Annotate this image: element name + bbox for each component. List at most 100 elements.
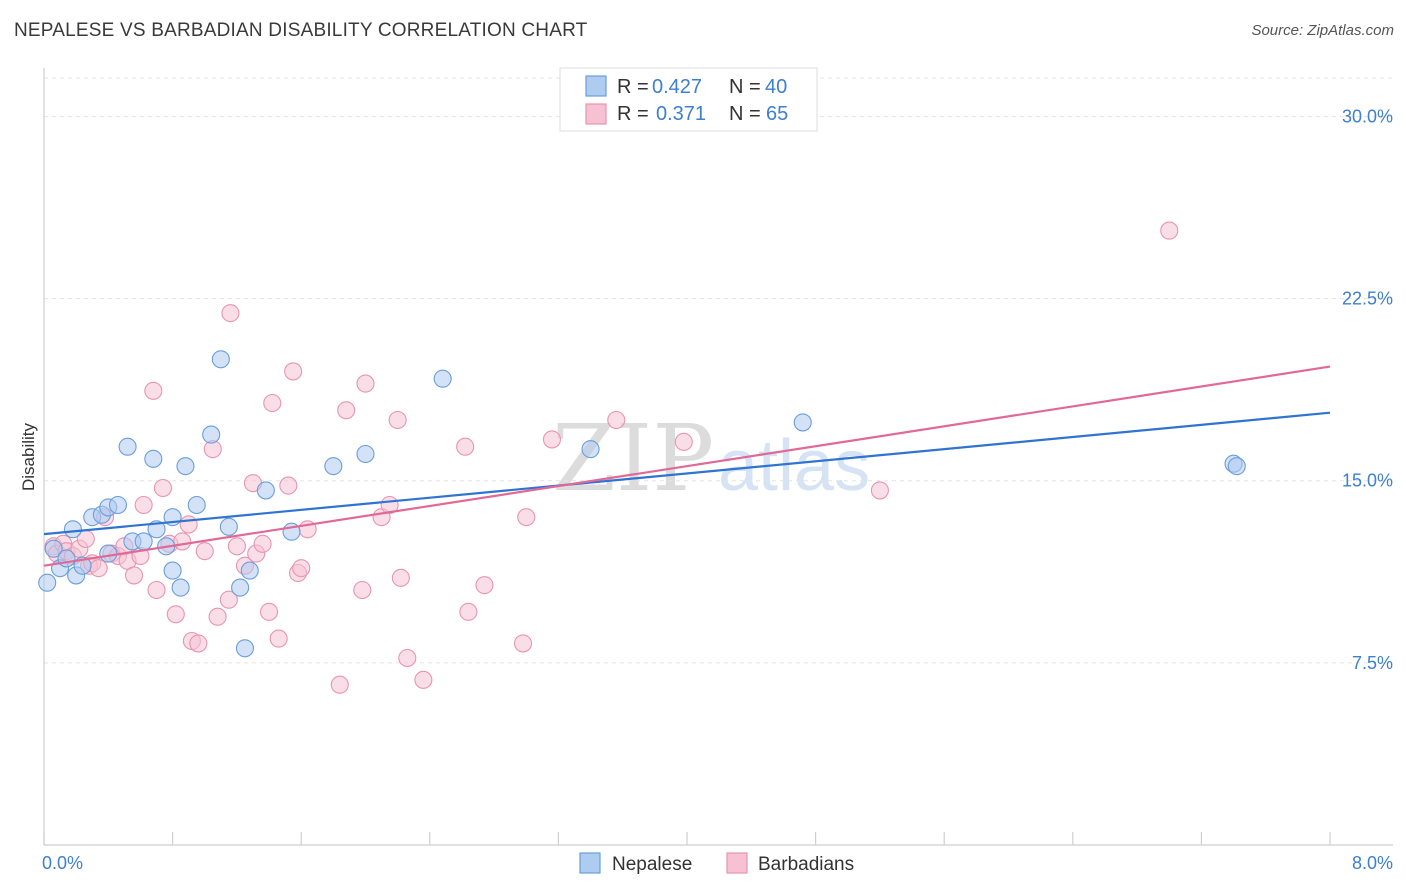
nepalese-point [356,444,375,464]
trendline-nepalese [43,411,1331,536]
barbadians-point [208,607,227,626]
nepalese-point [163,561,182,580]
barbadians-point [179,515,198,534]
y-tick-label: 22.5% [1342,289,1393,309]
nepalese-point [134,532,153,551]
nepalese-point [240,561,259,580]
nepalese-point [187,495,206,515]
barbadians-point [263,393,282,413]
barbadians-point [542,430,562,449]
nepalese-point [38,573,57,592]
barbadians-point [337,401,356,420]
barbadians-point [607,410,626,430]
barbadians-point [284,362,303,381]
nepalese-point [211,350,230,369]
chart-title: NEPALESE VS BARBADIAN DISABILITY CORRELA… [14,20,588,41]
x-tick-label-min: 0.0% [42,853,83,873]
barbadians-point [674,432,693,451]
barbadians-point [356,374,375,393]
legend-r-value-barbadians: 0.371 [656,103,706,125]
legend-n-label-nepalese: N = [729,76,761,98]
barbadians-point [166,605,185,624]
barbadians-point [221,304,240,323]
barbadians-point [259,602,279,621]
barbadians-point [147,580,166,600]
legend-r-value-nepalese: 0.427 [652,76,702,98]
legend-n-label-barbadians: N = [729,103,761,125]
barbadians-point [475,576,494,595]
series-nepalese-points [38,350,1246,658]
nepalese-point [433,369,452,388]
barbadians-point [398,648,417,668]
axes [43,68,1393,846]
barbadians-point [269,629,288,648]
nepalese-point [57,549,76,568]
nepalese-point [793,413,812,432]
barbadians-point [517,508,536,527]
nepalese-point [99,544,118,563]
series-legend: Nepalese Barbadians [579,852,854,875]
barbadians-point [253,534,272,553]
source-label: Source: ZipAtlas.com [1251,22,1394,39]
barbadians-point [1160,221,1179,240]
legend-swatch-nepalese [585,75,607,97]
x-axis-ticks [43,832,1331,845]
barbadians-point [219,590,238,609]
y-tick-labels: 7.5% 15.0% 22.5% 30.0% [1342,106,1393,672]
stats-legend: R = 0.427 N = 40 R = 0.371 N = 65 [559,67,818,132]
legend-r-label-nepalese: R = [617,76,649,98]
nepalese-point [235,639,254,658]
nepalese-point [256,481,275,500]
nepalese-point [171,578,190,597]
barbadians-point [353,580,372,600]
nepalese-point [324,457,343,476]
x-tick-label-max: 8.0% [1352,853,1393,873]
nepalese-point [44,539,63,558]
barbadians-point [195,542,214,561]
barbadians-point [144,381,163,400]
barbadians-point [414,670,433,689]
barbadians-point [388,410,407,430]
legend-n-value-nepalese: 40 [765,76,787,98]
barbadians-point [391,568,410,587]
nepalese-point [1227,457,1246,476]
y-tick-label: 30.0% [1342,106,1393,126]
nepalese-point [231,578,250,597]
barbadians-point [153,478,173,498]
watermark-atlas: atlas [718,426,870,506]
nepalese-point [144,449,163,468]
bottom-legend-label-nepalese: Nepalese [612,854,692,875]
barbadians-point [870,481,889,500]
legend-swatch-barbadians [585,103,607,125]
barbadians-point [227,537,246,556]
bottom-legend-swatch-barbadians [726,852,748,874]
barbadians-point [189,634,208,653]
barbadians-point [456,437,475,456]
barbadians-point [330,675,349,694]
trendline-barbadians [43,365,1331,567]
barbadians-point [173,532,192,551]
nepalese-point [176,457,195,476]
barbadians-point [124,566,144,585]
nepalese-point [147,520,166,539]
watermark-zip: ZIP [552,405,714,512]
y-axis-title: Disability [19,422,38,491]
barbadians-point [513,634,533,653]
barbadians-point [292,559,311,578]
barbadians-point [459,602,478,621]
nepalese-point [118,437,137,456]
bottom-legend-label-barbadians: Barbadians [758,854,854,875]
barbadians-point [134,495,153,515]
bottom-legend-swatch-nepalese [579,852,601,874]
y-tick-label: 7.5% [1352,653,1393,673]
barbadians-point [89,559,108,578]
barbadians-point [279,476,298,495]
nepalese-point [219,517,238,536]
nepalese-point [202,425,221,444]
legend-n-value-barbadians: 65 [766,103,788,125]
y-tick-label: 15.0% [1342,471,1393,491]
nepalese-point [63,520,82,539]
nepalese-point [108,495,127,515]
legend-r-label-barbadians: R = [617,103,649,125]
